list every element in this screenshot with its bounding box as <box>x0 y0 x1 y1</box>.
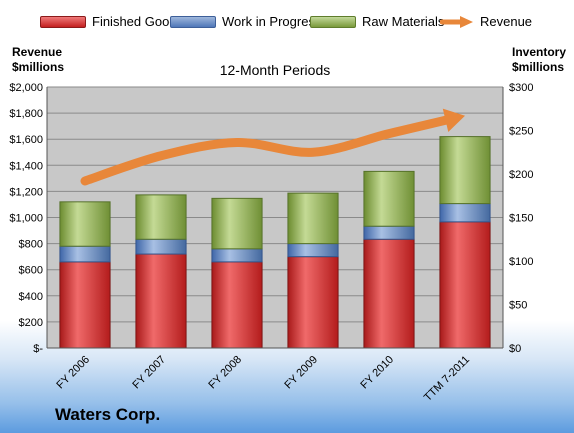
bar-segment-finished-goods <box>59 261 111 349</box>
revenue-arrowhead <box>442 108 465 132</box>
right-axis-title-line1: Inventory <box>512 45 567 59</box>
legend-swatch-raw-materials <box>310 15 356 28</box>
legend-label-revenue: Revenue <box>480 14 533 29</box>
legend-item-revenue: Revenue <box>440 14 532 29</box>
y-right-tick-label: $200 <box>509 169 533 181</box>
bar-segment-finished-goods <box>135 253 187 349</box>
revenue-line-layer <box>80 108 465 186</box>
left-axis-title-line2: $millions <box>12 60 65 74</box>
left-axis-title: Revenue $millions <box>12 45 64 75</box>
chart-title: 12-Month Periods <box>220 62 331 78</box>
y-left-tick-label: $1,400 <box>9 160 43 172</box>
y-right-tick-label: $150 <box>509 213 533 225</box>
y-right-tick-label: $0 <box>509 343 521 355</box>
y-left-tick-label: $1,600 <box>9 134 43 146</box>
x-tick-label: FY 2010 <box>358 354 396 392</box>
bar-segment-finished-goods <box>287 256 339 349</box>
bar-segment-raw-materials <box>363 170 415 227</box>
bar-segment-raw-materials <box>59 201 111 247</box>
bar-segment-raw-materials <box>135 194 187 240</box>
bar-segment-work-in-progress <box>59 245 111 263</box>
bar-segment-raw-materials <box>439 136 491 205</box>
y-left-tick-label: $1,800 <box>9 108 43 120</box>
legend-label-work-in-progress: Work in Progress <box>222 14 322 29</box>
bar-segment-work-in-progress <box>439 203 491 223</box>
y-right-tick-label: $50 <box>509 300 527 312</box>
y-left-tick-label: $200 <box>19 317 43 329</box>
revenue-line <box>80 115 451 186</box>
bar-segment-finished-goods <box>363 238 415 349</box>
bars <box>59 136 491 349</box>
y-right-tick-label: $250 <box>509 126 533 138</box>
y-left-tick-label: $800 <box>19 239 43 251</box>
bar-segment-finished-goods <box>439 221 491 349</box>
y-left-tick-label: $1,200 <box>9 186 43 198</box>
y-left-tick-label: $1,000 <box>9 213 43 225</box>
bar-segment-work-in-progress <box>363 225 415 240</box>
right-axis-title-line2: $millions <box>512 60 565 74</box>
bar-segment-work-in-progress <box>135 238 187 255</box>
gridlines <box>47 86 503 349</box>
y-left-tick-label: $400 <box>19 291 43 303</box>
y-left-tick-label: $600 <box>19 265 43 277</box>
bar-segment-work-in-progress <box>287 243 339 258</box>
left-axis-title-line1: Revenue <box>12 45 63 59</box>
x-tick-label: FY 2009 <box>282 354 320 392</box>
x-tick-label: FY 2008 <box>206 354 244 392</box>
legend-item-finished-goods: Finished Goods <box>40 14 183 29</box>
legend-label-raw-materials: Raw Materials <box>362 14 445 29</box>
legend: Finished Goods Work in Progress Raw Mate… <box>0 14 574 34</box>
bar-segment-work-in-progress <box>211 248 263 263</box>
company-name: Waters Corp. <box>55 405 161 424</box>
bar-segment-raw-materials <box>287 192 339 245</box>
x-tick-label: TTM 7-2011 <box>422 354 472 404</box>
legend-item-raw-materials: Raw Materials <box>310 14 444 29</box>
legend-swatch-work-in-progress <box>170 15 216 28</box>
legend-item-work-in-progress: Work in Progress <box>170 14 321 29</box>
legend-swatch-finished-goods <box>40 15 86 28</box>
x-tick-label: FY 2007 <box>130 354 168 392</box>
y-left-tick-label: $- <box>33 343 43 355</box>
y-left-tick-label: $2,000 <box>9 82 43 94</box>
legend-swatch-revenue <box>440 15 473 28</box>
right-axis-title: Inventory $millions <box>512 45 566 75</box>
y-right-tick-label: $300 <box>509 82 533 94</box>
bar-segment-finished-goods <box>211 261 263 349</box>
y-right-tick-label: $100 <box>509 256 533 268</box>
legend-label-finished-goods: Finished Goods <box>92 14 184 29</box>
bar-segment-raw-materials <box>211 197 263 250</box>
x-tick-label: FY 2006 <box>54 354 92 392</box>
